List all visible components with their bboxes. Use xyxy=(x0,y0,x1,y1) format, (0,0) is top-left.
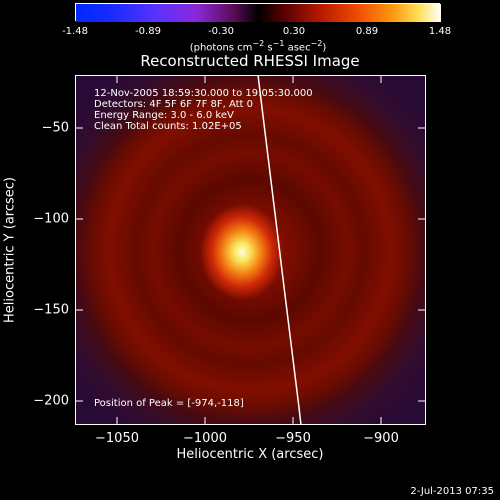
solar-limb-overlay xyxy=(257,75,302,425)
y-axis-label: Heliocentric Y (arcsec) xyxy=(2,177,18,323)
x-tick-label: −950 xyxy=(275,431,311,446)
colorbar-tick-label: 0.30 xyxy=(282,26,306,37)
info-clean-counts: Clean Total counts: 1.02E+05 xyxy=(94,121,242,132)
units-suffix: ) xyxy=(322,42,327,54)
solar-limb-line xyxy=(257,75,302,425)
y-tick-label: −150 xyxy=(33,302,69,318)
colorbar xyxy=(75,3,441,22)
x-tick-label: −1000 xyxy=(183,431,227,446)
render-timestamp: 2-Jul-2013 07:35 xyxy=(410,486,494,497)
x-tick-label: −900 xyxy=(363,431,399,446)
peak-position-label: Position of Peak = [-974,-118] xyxy=(94,398,244,409)
units-part: s xyxy=(264,42,273,54)
y-tick-label: −50 xyxy=(41,120,69,136)
y-tick-label: −100 xyxy=(33,211,69,227)
colorbar-tick-label: -0.89 xyxy=(135,26,161,37)
info-energy-range: Energy Range: 3.0 - 6.0 keV xyxy=(94,110,234,121)
plot-title: Reconstructed RHESSI Image xyxy=(140,52,360,70)
units-part: asec xyxy=(284,42,311,54)
y-tick-label: −200 xyxy=(33,393,69,409)
info-detectors: Detectors: 4F 5F 6F 7F 8F, Att 0 xyxy=(94,99,254,110)
colorbar-tick-label: -0.30 xyxy=(208,26,234,37)
units-superscript: −2 xyxy=(310,39,323,48)
units-superscript: −2 xyxy=(252,39,265,48)
colorbar-tick-label: -1.48 xyxy=(62,26,88,37)
colorbar-gradient xyxy=(76,4,441,22)
x-tick-label: −1050 xyxy=(95,431,139,446)
rhessi-image: 12-Nov-2005 18:59:30.000 to 19:05:30.000… xyxy=(75,75,426,425)
units-prefix: (photons cm xyxy=(189,42,253,54)
colorbar-units: (photons cm−2 s−1 asec−2) xyxy=(190,40,327,53)
colorbar-tick-label: 0.89 xyxy=(355,26,379,37)
x-axis-label: Heliocentric X (arcsec) xyxy=(176,447,324,462)
units-superscript: −1 xyxy=(272,39,285,48)
info-time-range: 12-Nov-2005 18:59:30.000 to 19:05:30.000 xyxy=(94,88,313,99)
colorbar-tick-label: 1.48 xyxy=(428,26,452,37)
